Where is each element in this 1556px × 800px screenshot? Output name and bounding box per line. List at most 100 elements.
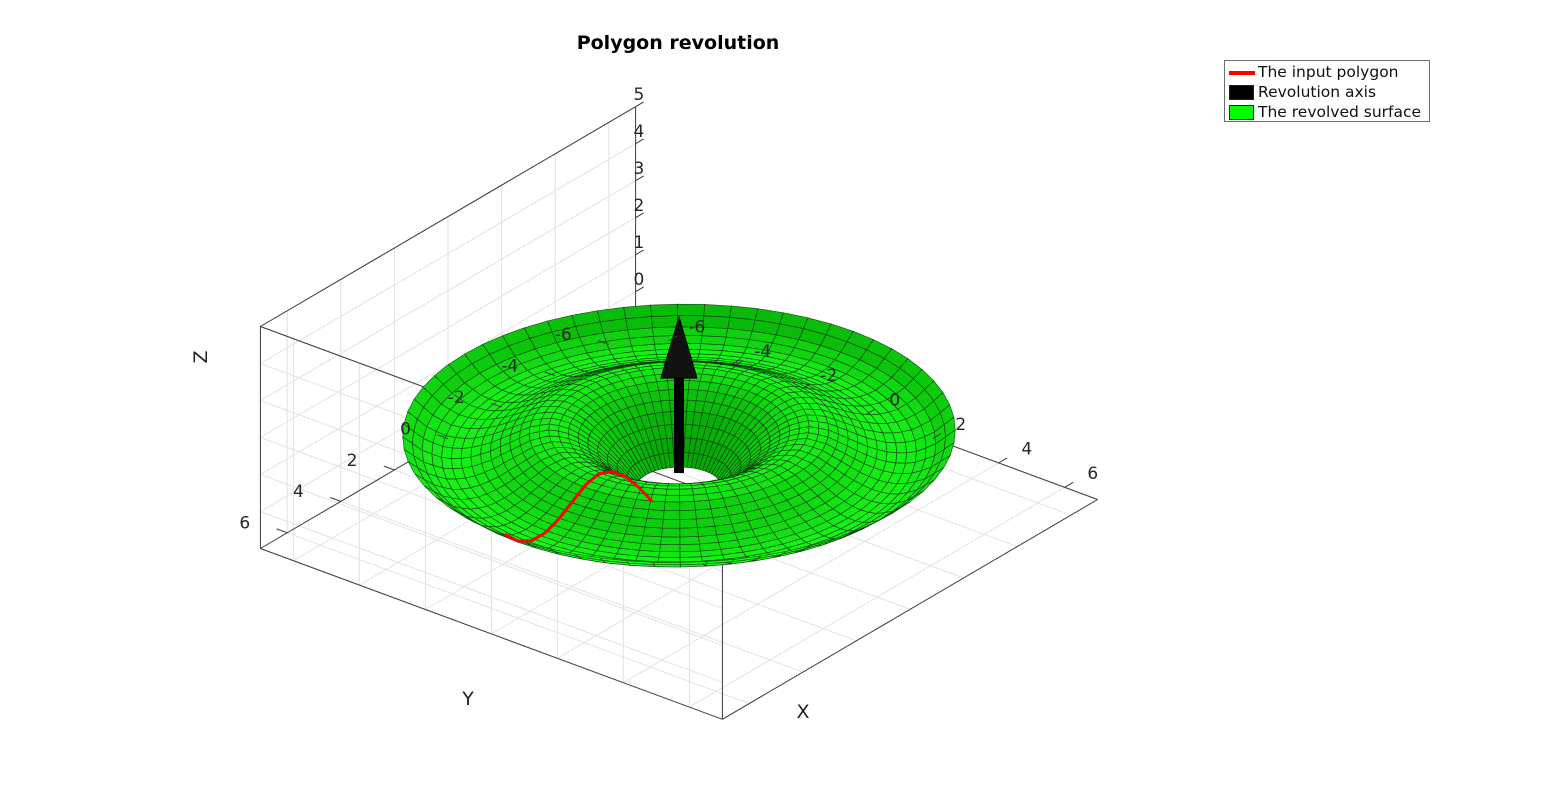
surface-patch (660, 536, 681, 545)
surface-patch (885, 451, 898, 464)
z-tick-label: 2 (634, 196, 645, 216)
axis-arrowhead (660, 315, 698, 379)
surface-patch (650, 303, 678, 317)
input-polygon-curve (504, 470, 654, 543)
x-tick-mark (932, 433, 942, 439)
surface-patch (639, 542, 661, 552)
surface-patch (661, 527, 681, 538)
x-tick-label: 4 (1021, 439, 1032, 459)
revolved-surface (402, 303, 956, 568)
y-tick-label: -6 (555, 325, 572, 345)
x-tick-mark (668, 335, 678, 342)
surface-patch (460, 456, 473, 469)
surface-patch (664, 494, 681, 503)
y-tick-label: -2 (448, 388, 465, 408)
z-tick-mark (635, 286, 644, 293)
surface-patch (451, 457, 463, 470)
legend-patch-swatch (1229, 105, 1254, 120)
surface-patch (659, 544, 681, 553)
surface-patch (666, 485, 681, 490)
surface-patch (679, 488, 694, 496)
surface-patch (646, 509, 665, 520)
polygon-line (504, 470, 654, 543)
tick-labels: -6 -4 -2 0 2 4 6 -6 -4 -2 0 2 4 6 0 1 2 3 4 5 (239, 85, 1098, 534)
surface-patch (665, 488, 681, 496)
surface-patch (460, 447, 473, 459)
surface-patch (651, 315, 679, 329)
y-tick-mark (437, 434, 449, 440)
legend-label: The revolved surface (1258, 103, 1422, 121)
x-tick-label: -2 (820, 366, 837, 386)
surface-patch (679, 500, 696, 512)
surface-patch (441, 446, 453, 459)
chart-title: Polygon revolution (576, 32, 780, 54)
y-tick-mark (544, 371, 556, 377)
surface-patch (644, 517, 664, 529)
z-axis-label: Z (190, 350, 212, 363)
y-tick-mark (276, 528, 288, 534)
box-edge (260, 548, 723, 720)
surface-patch (679, 543, 701, 553)
surface-patch (885, 441, 898, 454)
x-tick-label: -4 (754, 342, 771, 362)
y-tick-label: 2 (347, 451, 358, 471)
surface-patch (943, 416, 956, 438)
z-tick-label: 5 (634, 85, 645, 105)
z-tick-mark (635, 101, 644, 108)
surface-patch (660, 399, 671, 413)
z-tick-mark (635, 212, 644, 219)
x-tick-label: 2 (955, 415, 966, 435)
surface-patch (652, 561, 681, 566)
surface-patch (729, 305, 759, 321)
surface-patch (623, 304, 652, 319)
z-tick-label: 4 (634, 122, 645, 142)
surface-patch (679, 509, 697, 520)
surface-patch (653, 484, 669, 490)
surface-patch (697, 525, 718, 537)
surface-patch (679, 536, 700, 545)
surface-patch (677, 303, 706, 317)
x-tick-mark (734, 359, 744, 366)
surface-patch (679, 527, 699, 538)
y-axis-label: Y (461, 688, 474, 710)
z-tick-label: 1 (634, 233, 645, 253)
x-axis-label: X (796, 701, 809, 723)
legend-label: The input polygon (1258, 63, 1399, 81)
z-tick-mark (635, 175, 644, 182)
surface-patch (694, 499, 712, 511)
z-tick-mark (635, 138, 644, 145)
surface-patch (679, 518, 698, 529)
surface-patch (695, 508, 714, 520)
z-tick-label: 0 (634, 270, 645, 290)
y-tick-mark (490, 402, 502, 408)
legend-patch-swatch (1229, 85, 1254, 100)
surface-patch (703, 304, 732, 318)
surface-patch (679, 485, 693, 490)
revolution-axis-arrow (660, 315, 698, 473)
surface-patch (658, 551, 681, 558)
surface-patch (701, 326, 729, 338)
x-tick-mark (866, 408, 876, 415)
surface-patch (679, 494, 695, 503)
surface-patch (702, 315, 731, 329)
z-tick-label: 3 (634, 159, 645, 179)
surface-patch (640, 535, 662, 545)
surface-patch (663, 501, 681, 512)
x-tick-label: -6 (688, 317, 705, 337)
x-tick-mark (1064, 481, 1074, 488)
surface-patch (679, 550, 702, 558)
x-tick-label: 6 (1087, 464, 1098, 484)
legend-line-swatch (1229, 71, 1255, 75)
surface-patch (662, 518, 681, 529)
surface-patch (905, 451, 917, 464)
surface-patch (642, 526, 663, 538)
surface-patch (905, 440, 917, 454)
box-edge (722, 499, 1098, 720)
grid-line (287, 532, 750, 705)
y-tick-mark (598, 340, 609, 345)
surface-patch (662, 411, 672, 426)
y-tick-label: 4 (293, 482, 304, 502)
grid-line (260, 511, 723, 683)
grid-line (340, 500, 803, 673)
